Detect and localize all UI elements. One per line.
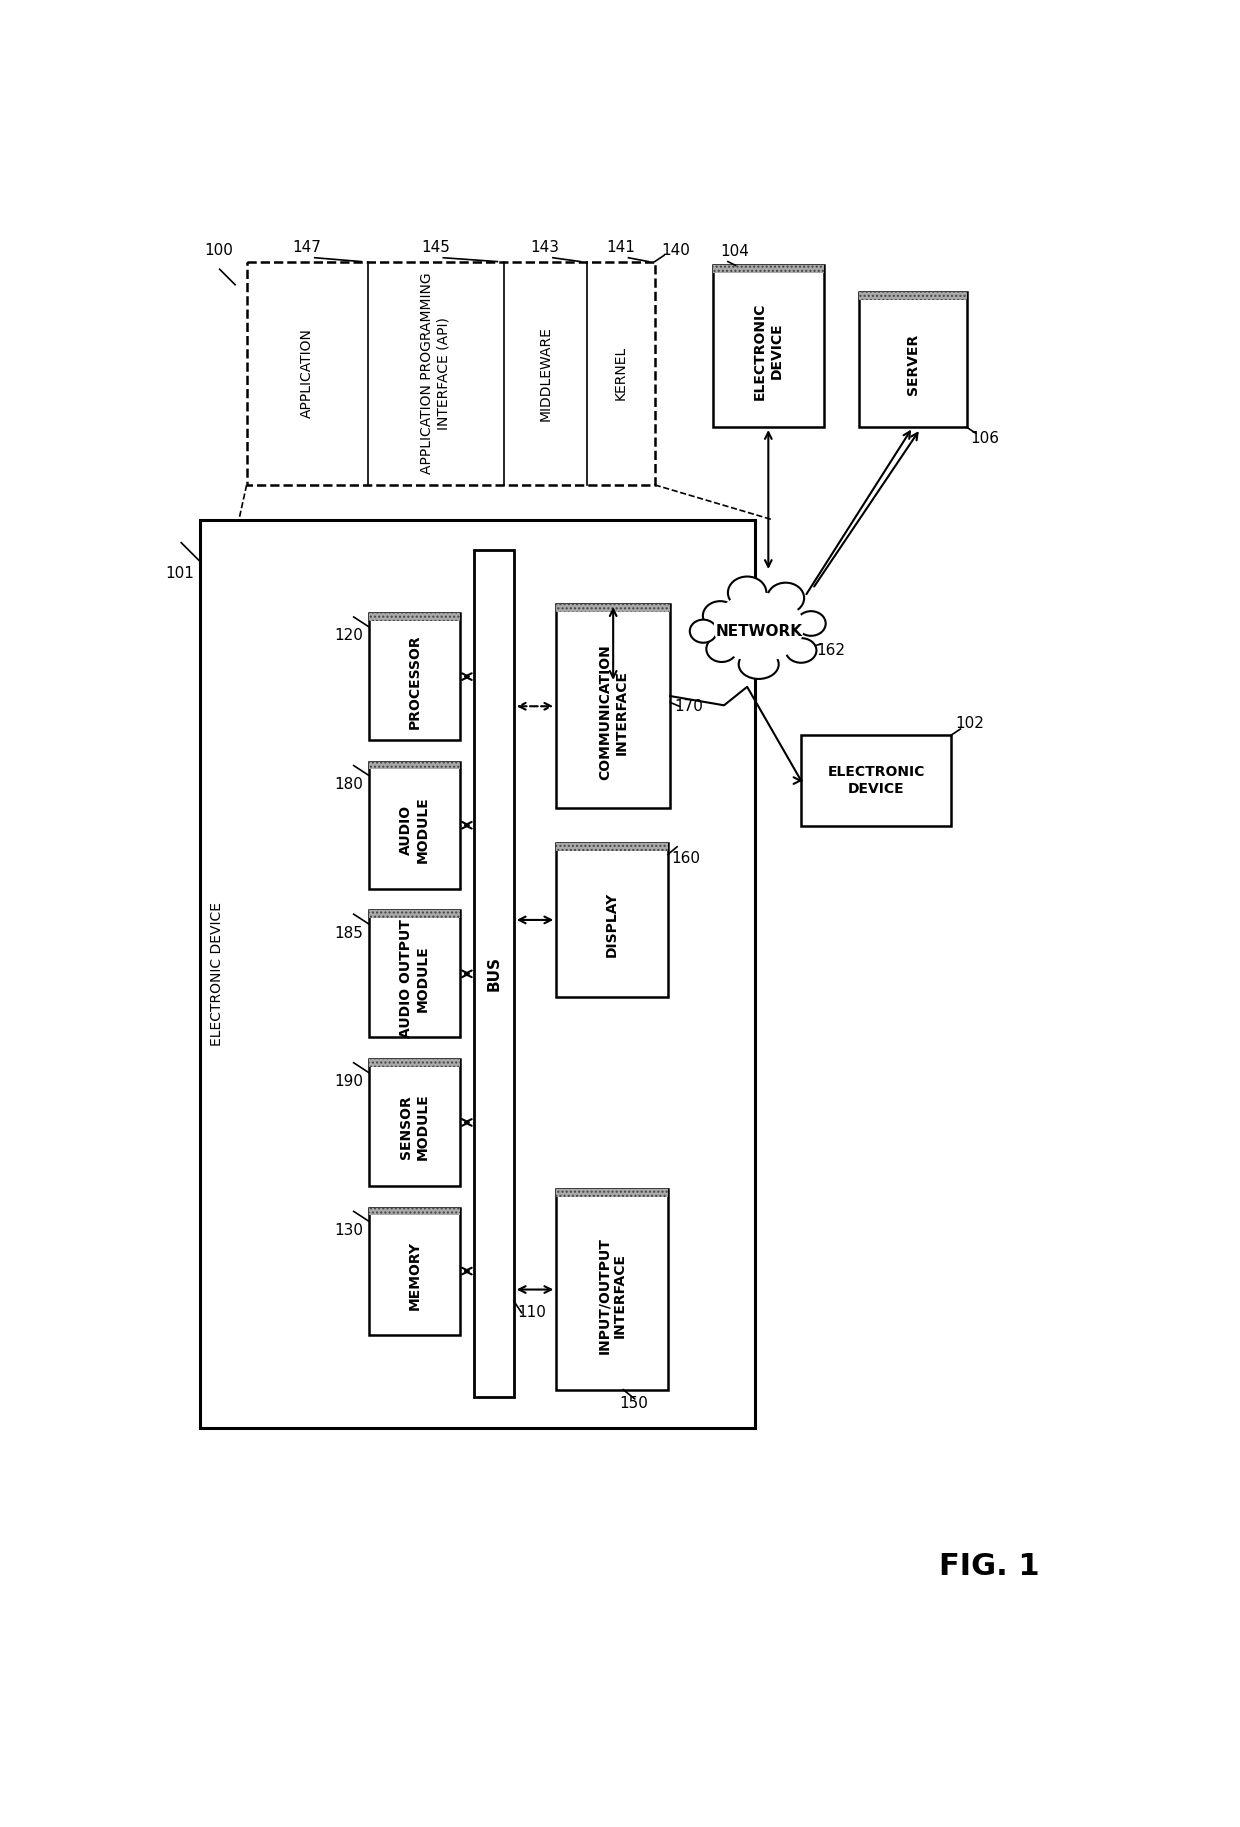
Text: 102: 102 xyxy=(955,716,983,731)
Ellipse shape xyxy=(786,638,816,663)
Ellipse shape xyxy=(714,592,804,663)
Bar xyxy=(713,265,825,274)
Bar xyxy=(557,1189,668,1197)
Bar xyxy=(370,910,460,917)
Bar xyxy=(557,1189,668,1197)
Bar xyxy=(370,1208,460,1215)
Bar xyxy=(370,1208,460,1334)
Bar xyxy=(859,292,967,300)
Text: 120: 120 xyxy=(334,628,363,643)
Bar xyxy=(557,605,670,612)
Text: APPLICATION PROGRAMMING
INTERFACE (API): APPLICATION PROGRAMMING INTERFACE (API) xyxy=(420,272,450,473)
Ellipse shape xyxy=(739,650,779,680)
Text: ELECTRONIC DEVICE: ELECTRONIC DEVICE xyxy=(211,903,224,1045)
Text: SENSOR
MODULE: SENSOR MODULE xyxy=(399,1094,429,1160)
Ellipse shape xyxy=(703,601,738,630)
Text: 100: 100 xyxy=(205,243,233,258)
Bar xyxy=(859,292,967,428)
Text: APPLICATION: APPLICATION xyxy=(300,329,314,418)
Text: 141: 141 xyxy=(606,241,635,256)
Bar xyxy=(370,614,460,621)
Text: 143: 143 xyxy=(531,241,559,256)
Text: NETWORK: NETWORK xyxy=(715,623,802,639)
Bar xyxy=(370,762,460,888)
Text: SERVER: SERVER xyxy=(905,334,920,395)
Text: COMMUNICATION
INTERFACE: COMMUNICATION INTERFACE xyxy=(598,645,629,780)
Text: DISPLAY: DISPLAY xyxy=(605,892,619,957)
Text: 106: 106 xyxy=(971,431,999,446)
Ellipse shape xyxy=(728,577,766,608)
Text: 130: 130 xyxy=(334,1222,363,1239)
Text: 147: 147 xyxy=(293,241,321,256)
Text: 180: 180 xyxy=(334,776,363,793)
Text: ELECTRONIC
DEVICE: ELECTRONIC DEVICE xyxy=(827,766,925,797)
Ellipse shape xyxy=(689,619,717,643)
Bar xyxy=(247,261,655,484)
Text: MEMORY: MEMORY xyxy=(408,1241,422,1310)
Bar xyxy=(370,614,460,740)
Bar xyxy=(370,910,460,917)
Text: FIG. 1: FIG. 1 xyxy=(940,1553,1040,1580)
Text: 160: 160 xyxy=(672,851,701,866)
Bar xyxy=(370,910,460,1038)
Ellipse shape xyxy=(707,586,811,667)
Bar xyxy=(557,842,668,851)
Text: 104: 104 xyxy=(720,245,749,259)
Ellipse shape xyxy=(707,636,737,661)
Text: INPUT/OUTPUT
INTERFACE: INPUT/OUTPUT INTERFACE xyxy=(596,1237,627,1354)
Ellipse shape xyxy=(796,612,826,636)
Text: ELECTRONIC
DEVICE: ELECTRONIC DEVICE xyxy=(753,301,784,400)
Bar xyxy=(370,762,460,769)
Bar xyxy=(474,550,513,1398)
Text: 101: 101 xyxy=(165,566,195,581)
Text: 170: 170 xyxy=(675,698,703,714)
Bar xyxy=(557,1189,668,1390)
Text: AUDIO
MODULE: AUDIO MODULE xyxy=(399,797,429,862)
Bar xyxy=(713,265,825,428)
Bar xyxy=(713,265,825,274)
Text: BUS: BUS xyxy=(486,956,501,992)
Ellipse shape xyxy=(768,583,804,614)
Text: 150: 150 xyxy=(620,1396,649,1410)
Text: 190: 190 xyxy=(334,1074,363,1089)
Bar xyxy=(557,605,670,808)
Bar xyxy=(557,842,668,998)
Bar xyxy=(557,842,668,851)
Text: 162: 162 xyxy=(816,643,846,658)
Text: 145: 145 xyxy=(422,241,450,256)
Text: AUDIO OUTPUT
MODULE: AUDIO OUTPUT MODULE xyxy=(399,919,429,1038)
Text: KERNEL: KERNEL xyxy=(614,345,627,400)
Bar xyxy=(859,292,967,300)
Text: PROCESSOR: PROCESSOR xyxy=(408,634,422,729)
Bar xyxy=(370,1060,460,1186)
Bar xyxy=(370,1060,460,1067)
Bar xyxy=(370,762,460,769)
Bar xyxy=(370,1208,460,1215)
Text: 140: 140 xyxy=(661,243,689,258)
Text: MIDDLEWARE: MIDDLEWARE xyxy=(538,325,552,420)
Text: 110: 110 xyxy=(517,1304,547,1319)
Bar xyxy=(201,519,755,1429)
Bar xyxy=(557,605,670,612)
Bar xyxy=(801,734,951,826)
Text: 185: 185 xyxy=(334,926,363,941)
Bar xyxy=(370,1060,460,1067)
Bar xyxy=(370,614,460,621)
